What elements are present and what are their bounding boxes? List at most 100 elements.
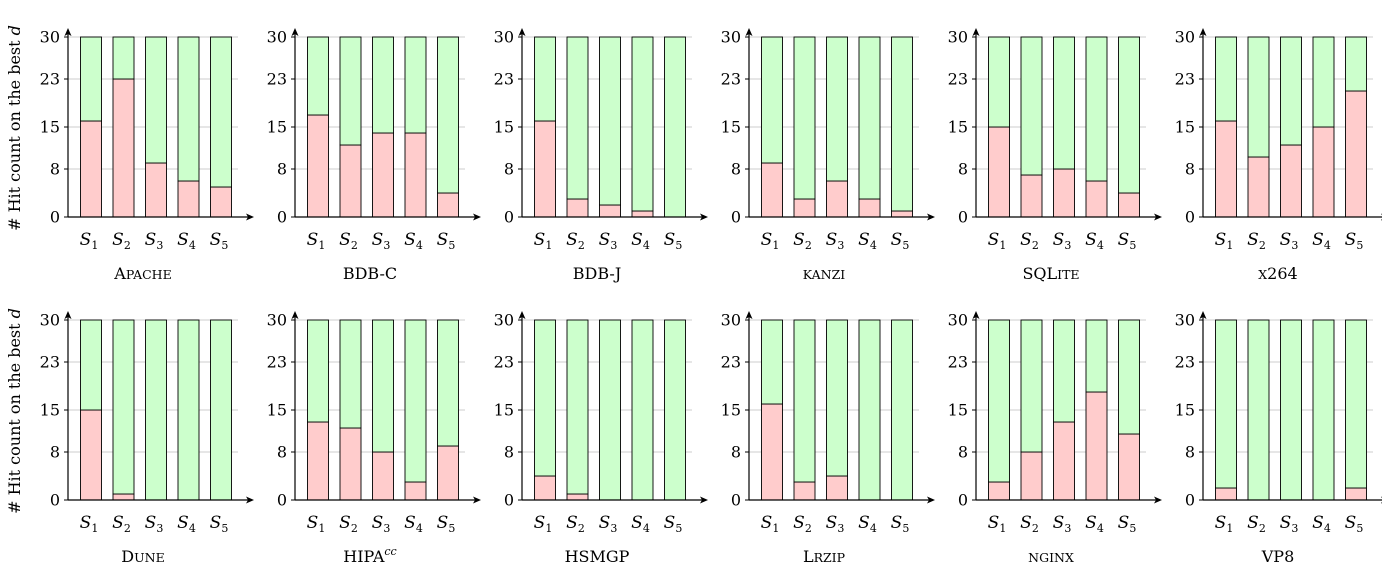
bar-rest-segment-s4 [177, 319, 200, 501]
x-tick-label: S1 [761, 513, 780, 535]
x-tick-label: S2 [1247, 513, 1266, 535]
y-tick-label: 8 [504, 443, 514, 462]
y-tick-label: 15 [267, 118, 287, 137]
y-tick-label: 30 [494, 28, 514, 47]
bar-hit-segment-s5 [1118, 192, 1140, 218]
y-tick-label: 30 [494, 311, 514, 330]
y-tick-label: 30 [948, 28, 968, 47]
x-tick-label: S4 [1085, 513, 1104, 535]
x-tick-label: S2 [1020, 230, 1039, 252]
x-axis-arrow-icon [1154, 496, 1162, 504]
x-tick-label: S4 [1312, 513, 1331, 535]
x-axis-arrow-icon [700, 496, 708, 504]
x-tick-label: S4 [404, 230, 423, 252]
y-tick-label: 30 [40, 28, 60, 47]
panel-title: BDB-J [573, 264, 621, 283]
bar-hit-segment-s3 [826, 475, 848, 501]
panel-x264: 0 8 15 23 30 S1 S2 S3 S4 S5 X264 [1175, 28, 1382, 283]
y-tick-label: 23 [267, 70, 287, 89]
bar-hit-segment-s2 [1020, 174, 1043, 218]
bar-rest-segment-s5 [1345, 36, 1367, 92]
y-axis-arrow-icon [745, 311, 753, 319]
panel-title: VP8 [1261, 547, 1295, 566]
bar-rest-segment-s5 [891, 319, 913, 501]
x-tick-label: S1 [761, 230, 780, 252]
bar-rest-segment-s1 [307, 319, 329, 423]
bar-rest-segment-s5 [437, 319, 459, 447]
bar-hit-segment-s1 [1215, 487, 1237, 501]
bar-rest-segment-s3 [1280, 36, 1302, 146]
x-tick-label: S3 [826, 230, 845, 252]
y-tick-label: 8 [504, 160, 514, 179]
x-tick-label: S3 [1053, 230, 1072, 252]
y-tick-label: 15 [948, 401, 968, 420]
y-tick-label: 30 [721, 28, 741, 47]
bar-rest-segment-s1 [80, 36, 102, 122]
bar-rest-segment-s1 [761, 319, 783, 405]
x-tick-label: S1 [1215, 230, 1234, 252]
y-tick-label: 15 [1175, 118, 1195, 137]
y-tick-label: 0 [958, 208, 968, 227]
bar-rest-segment-s1 [988, 36, 1010, 128]
bar-hit-segment-s3 [1280, 144, 1302, 218]
y-axis-label-bottom: # Hit count on the best d [5, 308, 24, 514]
panel-dune: 0 8 15 23 30 S1 S2 S3 S4 S5 DUNE [40, 311, 254, 566]
panel-title: DUNE [121, 547, 164, 566]
y-axis-arrow-icon [64, 311, 72, 319]
bar-hit-segment-s5 [210, 186, 232, 218]
bar-rest-segment-s2 [793, 319, 816, 483]
x-tick-label: S2 [566, 230, 585, 252]
bar-hit-segment-s1 [761, 403, 783, 501]
bar-rest-segment-s5 [210, 36, 232, 188]
y-tick-label: 23 [1175, 353, 1195, 372]
bar-hit-segment-s2 [566, 493, 589, 501]
bar-hit-segment-s5 [1345, 90, 1367, 218]
y-tick-label: 15 [721, 118, 741, 137]
y-tick-label: 15 [40, 118, 60, 137]
bar-hit-segment-s1 [988, 126, 1010, 218]
x-tick-label: S5 [1345, 230, 1364, 252]
x-tick-label: S1 [534, 230, 553, 252]
y-axis-arrow-icon [745, 28, 753, 36]
bar-hit-segment-s3 [1053, 421, 1075, 501]
y-tick-label: 15 [40, 401, 60, 420]
bar-hit-segment-s2 [1247, 156, 1270, 218]
x-tick-label: S3 [599, 513, 618, 535]
bar-rest-segment-s5 [1345, 319, 1367, 489]
y-tick-label: 30 [948, 311, 968, 330]
y-tick-label: 0 [50, 208, 60, 227]
bar-hit-segment-s2 [112, 493, 135, 501]
x-tick-label: S4 [631, 513, 650, 535]
panel-vp8: 0 8 15 23 30 S1 S2 S3 S4 S5 VP8 [1175, 311, 1382, 566]
bar-rest-segment-s5 [891, 36, 913, 212]
x-tick-label: S3 [372, 513, 391, 535]
x-tick-label: S1 [534, 513, 553, 535]
bar-hit-segment-s1 [80, 120, 102, 218]
panel-title: LRZIP [803, 547, 845, 566]
panel-title: HSMGP [565, 547, 630, 566]
bar-hit-segment-s2 [339, 144, 362, 218]
y-tick-label: 30 [721, 311, 741, 330]
bar-rest-segment-s2 [1247, 36, 1270, 158]
bar-rest-segment-s3 [1053, 319, 1075, 423]
bar-rest-segment-s5 [664, 319, 686, 501]
x-tick-label: S3 [1053, 513, 1072, 535]
x-tick-label: S3 [1280, 230, 1299, 252]
bar-rest-segment-s4 [1312, 319, 1335, 501]
x-tick-label: S3 [145, 513, 164, 535]
bar-rest-segment-s1 [307, 36, 329, 116]
x-tick-label: S2 [1020, 513, 1039, 535]
y-axis-arrow-icon [518, 311, 526, 319]
bar-rest-segment-s4 [858, 36, 881, 200]
panel-title: X264 [1258, 264, 1297, 283]
y-tick-label: 23 [40, 70, 60, 89]
panel-bdb-j: 0 8 15 23 30 S1 S2 S3 S4 S5 BDB-J [494, 28, 708, 283]
y-axis-arrow-icon [291, 28, 299, 36]
bar-hit-segment-s3 [145, 162, 167, 218]
x-tick-label: S5 [1118, 230, 1137, 252]
y-tick-label: 0 [1185, 491, 1195, 510]
panel-apache: 0 8 15 23 30 S1 S2 S3 S4 S5 APACHE [40, 28, 254, 283]
y-tick-label: 0 [277, 208, 287, 227]
bar-rest-segment-s3 [145, 36, 167, 164]
y-tick-label: 15 [267, 401, 287, 420]
